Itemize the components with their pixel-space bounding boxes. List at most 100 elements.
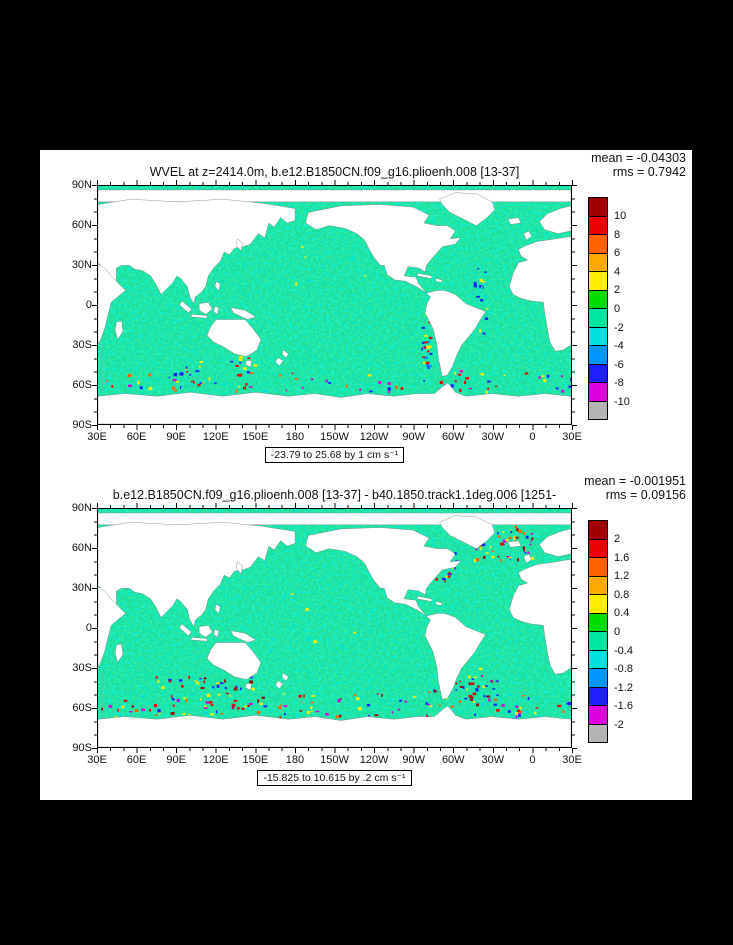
colorbar-swatch <box>588 326 608 346</box>
world-map-svg <box>98 186 571 424</box>
colorbar-tick-label: 8 <box>614 228 621 241</box>
chart-title: WVEL at z=2414.0m, b.e12.B1850CN.f09_g16… <box>149 165 520 179</box>
y-axis-label: 90N <box>71 179 92 191</box>
colorbar-swatch <box>588 631 608 651</box>
colorbar-swatch <box>588 197 608 217</box>
x-axis-top-minor-ticks <box>97 182 573 185</box>
colorbar-swatch <box>588 594 608 614</box>
y-axis-label: 90S <box>72 742 92 754</box>
colorbar-swatch <box>588 345 608 365</box>
colorbar-swatch <box>588 252 608 272</box>
chart-title: b.e12.B1850CN.f09_g16.plioenh.008 [13-37… <box>112 488 557 502</box>
colorbar-swatch <box>588 686 608 706</box>
x-axis-label: 60W <box>441 754 465 766</box>
colorbar-tick-label: -2 <box>614 718 624 731</box>
y-axis-right-minor-ticks <box>572 185 575 426</box>
colorbar <box>588 520 608 743</box>
x-axis-label: 150W <box>320 754 349 766</box>
mean-stat: mean = -0.001951 <box>584 474 686 488</box>
plot-panel: mean = -0.04303 rms = 0.7942 WVEL at z=2… <box>40 150 692 800</box>
colorbar-tick-label: 0 <box>614 302 621 315</box>
x-axis-label: 30W <box>481 431 505 443</box>
y-axis-minor-ticks <box>94 185 97 426</box>
range-box: -23.79 to 25.68 by 1 cm s⁻¹ <box>264 447 405 463</box>
colorbar-labels: 10 8 6 4 2 0 -2 -4 -6 -8 -10 <box>614 210 658 408</box>
x-axis-label: 0 <box>529 431 536 443</box>
colorbar-swatch <box>588 520 608 540</box>
y-axis-label: 90N <box>71 502 92 514</box>
x-axis-label: 30W <box>481 754 505 766</box>
colorbar-tick-label: -10 <box>614 395 630 408</box>
world-map-svg <box>98 509 571 747</box>
colorbar-tick-label: -0.8 <box>614 663 633 676</box>
colorbar <box>588 197 608 420</box>
x-axis-labels: 30E 60E 90E 120E 150E 180 150W 120W 90W 60W 30W 0 30… <box>87 754 582 768</box>
x-axis-label: 120E <box>202 431 229 443</box>
y-axis-label: 0 <box>85 622 92 634</box>
colorbar-swatch <box>588 538 608 558</box>
range-row: -23.79 to 25.68 by 1 cm s⁻¹ <box>97 447 572 463</box>
colorbar-labels: 2 1.6 1.2 0.8 0.4 0 -0.4 -0.8 -1.2 -1.6 -2 <box>614 533 658 731</box>
y-axis-label: 0 <box>85 299 92 311</box>
colorbar-swatch <box>588 668 608 688</box>
x-axis-label: 150E <box>242 754 269 766</box>
x-axis-label: 90W <box>402 431 425 443</box>
x-axis-label: 90W <box>402 754 425 766</box>
colorbar-swatch <box>588 557 608 577</box>
colorbar-tick-label: 1.2 <box>614 570 630 583</box>
colorbar-swatch <box>588 575 608 595</box>
range-row: -15.825 to 10.615 by .2 cm s⁻¹ <box>97 770 572 786</box>
colorbar-tick-label: 0.8 <box>614 588 630 601</box>
y-axis-minor-ticks <box>94 508 97 749</box>
colorbar-swatch <box>588 271 608 291</box>
y-axis-label: 30N <box>71 259 92 271</box>
y-axis-label: 60N <box>71 542 92 554</box>
colorbar-tick-label: 0.4 <box>614 607 630 620</box>
x-axis-label: 0 <box>529 754 536 766</box>
y-axis-label: 60N <box>71 219 92 231</box>
y-axis-label: 90S <box>72 419 92 431</box>
x-axis-top-minor-ticks <box>97 505 573 508</box>
colorbar-swatch <box>588 723 608 743</box>
colorbar-swatch <box>588 400 608 420</box>
colorbar-tick-label: -1.2 <box>614 681 633 694</box>
colorbar-tick-label: 1.6 <box>614 551 630 564</box>
x-axis-minor-ticks <box>97 748 573 751</box>
x-axis-label: 90E <box>166 754 186 766</box>
x-axis-label: 180 <box>285 431 305 443</box>
y-axis-right-minor-ticks <box>572 508 575 749</box>
x-axis-label: 60E <box>126 431 147 443</box>
x-axis-labels: 30E 60E 90E 120E 150E 180 150W 120W 90W 60W 30W 0 30… <box>87 431 582 445</box>
range-box: -15.825 to 10.615 by .2 cm s⁻¹ <box>257 770 412 786</box>
y-axis-label: 30N <box>71 582 92 594</box>
map-frame <box>97 508 572 748</box>
colorbar-tick-label: -1.6 <box>614 700 633 713</box>
colorbar-tick-label: -6 <box>614 358 624 371</box>
x-axis-label: 60E <box>126 754 147 766</box>
colorbar-swatch <box>588 363 608 383</box>
colorbar-swatch <box>588 215 608 235</box>
colorbar-tick-label: 4 <box>614 265 621 278</box>
x-axis-label: 60W <box>441 431 465 443</box>
colorbar-tick-label: 2 <box>614 284 621 297</box>
colorbar-swatch <box>588 705 608 725</box>
x-axis-label: 120E <box>202 754 229 766</box>
mean-stat: mean = -0.04303 <box>591 151 686 165</box>
colorbar-tick-label: -4 <box>614 340 624 353</box>
x-axis-label: 120W <box>359 754 389 766</box>
x-axis-label: 150W <box>320 431 349 443</box>
x-axis-label: 120W <box>359 431 389 443</box>
x-axis-label: 150E <box>242 431 269 443</box>
colorbar-swatch <box>588 308 608 328</box>
bottom-chart: mean = -0.001951 rms = 0.09156 b.e12.B18… <box>40 473 692 796</box>
y-axis-labels: 90N 60N 30N 0 30S 60S 90S <box>52 502 92 754</box>
y-axis-label: 60S <box>72 379 92 391</box>
colorbar-tick-label: -2 <box>614 321 624 334</box>
y-axis-label: 30S <box>72 339 92 351</box>
x-axis-label: 30E <box>562 754 582 766</box>
colorbar-swatch <box>588 382 608 402</box>
anomaly-speckles <box>105 245 571 394</box>
y-axis-labels: 90N 60N 30N 0 30S 60S 90S <box>52 179 92 431</box>
colorbar-tick-label: 0 <box>614 625 621 638</box>
